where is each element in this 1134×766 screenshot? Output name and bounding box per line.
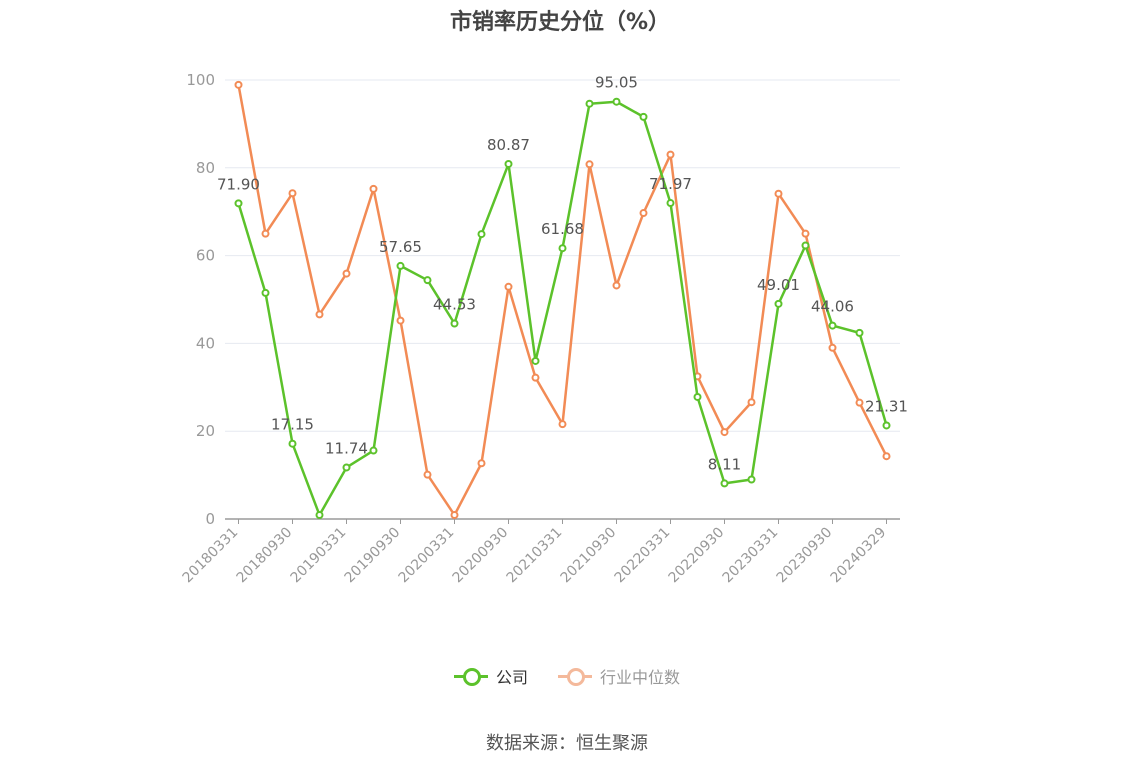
x-tick-label: 20230331 [720,525,782,587]
data-point-industry [261,229,270,238]
data-point-company [693,392,702,401]
data-point-industry [234,80,243,89]
data-label: 71.90 [217,175,260,193]
data-point-company [774,299,783,308]
x-tick-label: 20180331 [180,525,242,587]
y-tick-label: 0 [205,510,215,528]
data-point-industry [477,459,486,468]
data-point-industry [315,310,324,319]
data-point-industry [855,398,864,407]
x-tick-label: 20220930 [666,525,728,587]
legend-company-marker-icon [453,666,488,686]
data-point-industry [342,269,351,278]
data-point-company [369,446,378,455]
data-point-company [585,99,594,108]
data-point-company [558,244,567,253]
data-label: 17.15 [271,416,314,434]
data-point-industry [369,184,378,193]
data-point-company [450,319,459,328]
data-point-company [720,479,729,488]
data-label: 49.01 [757,276,800,294]
data-point-company [639,112,648,121]
legend-industry-marker-icon [558,666,592,686]
data-point-industry [288,189,297,198]
data-point-company [477,230,486,239]
data-point-company [234,199,243,208]
data-point-company [612,97,621,106]
data-point-industry [585,160,594,169]
data-point-company [801,241,810,250]
data-point-industry [774,189,783,198]
data-point-industry [531,373,540,382]
legend-item-company[interactable]: 公司 [453,664,528,688]
data-point-company [342,463,351,472]
x-tick-label: 20180930 [234,525,296,587]
data-label: 44.53 [433,296,476,314]
x-tick-label: 20240329 [828,525,890,587]
data-point-company [423,276,432,285]
data-point-company [855,328,864,337]
x-tick-label: 20230930 [774,525,836,587]
data-label: 57.65 [379,238,422,256]
data-label: 11.74 [325,439,368,457]
legend-company-label: 公司 [495,668,528,687]
data-label: 21.31 [865,397,908,415]
data-point-industry [720,428,729,437]
data-label: 71.97 [649,175,692,193]
data-point-industry [801,229,810,238]
data-point-industry [882,452,891,461]
data-label: 61.68 [541,220,584,238]
data-point-industry [504,282,513,291]
x-tick-label: 20210331 [504,525,566,587]
data-point-company [396,261,405,270]
data-point-industry [612,281,621,290]
y-tick-label: 20 [196,422,215,440]
x-tick-label: 20200930 [450,525,512,587]
legend-item-industry[interactable]: 行业中位数 [558,664,680,688]
data-point-company [261,288,270,297]
data-point-industry [558,420,567,429]
data-source: 数据来源：恒生聚源 [486,733,648,754]
data-point-industry [423,470,432,479]
data-point-industry [828,343,837,352]
data-point-industry [396,316,405,325]
x-tick-label: 20200331 [396,525,458,587]
data-point-industry [639,209,648,218]
x-tick-label: 20190930 [342,525,404,587]
y-tick-label: 40 [196,334,215,352]
data-point-company [666,199,675,208]
data-point-company [828,321,837,330]
data-point-company [882,421,891,430]
data-point-company [504,159,513,168]
x-tick-label: 20210930 [558,525,620,587]
legend: 公司 行业中位数 [0,664,1134,688]
data-label: 8.11 [708,455,741,473]
y-tick-label: 80 [196,159,215,177]
data-point-company [747,475,756,484]
chart-title: 市销率历史分位（%） [449,10,671,35]
x-tick-label: 20220331 [612,525,674,587]
data-point-industry [747,398,756,407]
y-tick-label: 100 [186,71,215,89]
data-label: 80.87 [487,136,530,154]
data-point-company [531,356,540,365]
data-point-industry [450,511,459,520]
legend-industry-label: 行业中位数 [600,668,681,687]
data-point-company [315,511,324,520]
data-label: 44.06 [811,298,854,316]
data-point-company [288,439,297,448]
x-tick-label: 20190331 [288,525,350,587]
data-point-industry [666,150,675,159]
y-tick-label: 60 [196,247,215,265]
data-label: 95.05 [595,74,638,92]
